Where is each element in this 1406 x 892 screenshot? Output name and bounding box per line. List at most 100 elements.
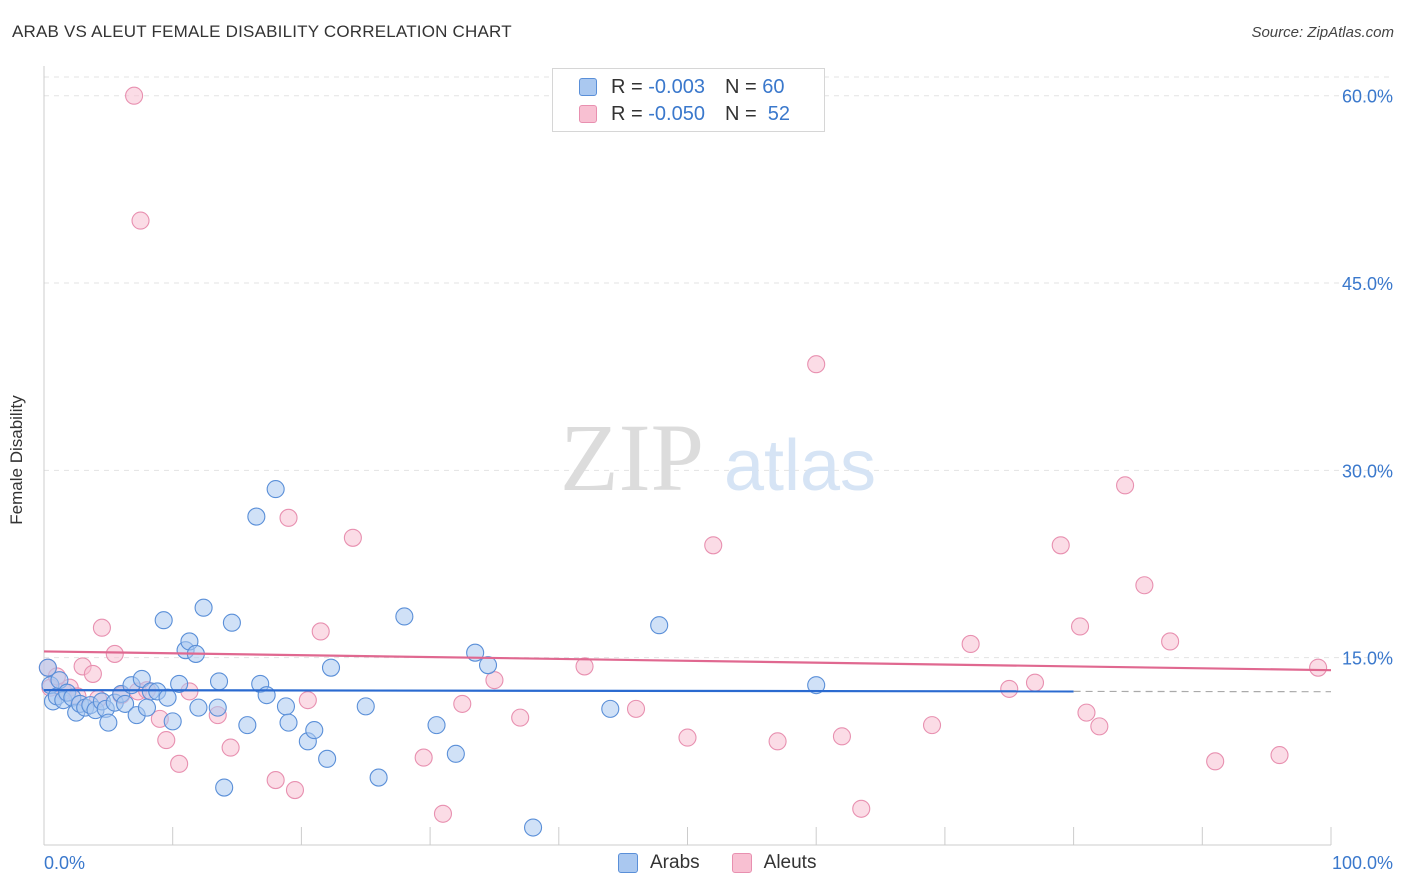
legend-item-arabs[interactable]: Arabs [618,852,700,874]
chart-title: ARAB VS ALEUT FEMALE DISABILITY CORRELAT… [12,22,512,41]
aleuts-point [279,508,298,527]
legend-row-aleuts: R = -0.050 N = 52 [579,102,790,126]
aleuts-trend-line [43,650,1332,672]
x-tick-label: 100.0% [1332,853,1393,873]
arabs-legend-label: Arabs [650,852,700,873]
aleuts-point [298,691,317,710]
legend-n-label: N = [724,102,757,125]
watermark-zip: ZIP [560,404,704,511]
arabs-point [208,698,227,717]
arabs-point [276,697,296,716]
aleuts-point [961,634,980,653]
arabs-point [170,674,189,693]
y-tick-label: 60.0% [1342,87,1393,107]
aleuts-swatch [579,105,597,123]
aleuts-point [1090,717,1109,736]
aleuts-point [105,644,124,663]
arabs-legend-swatch [618,853,638,873]
arabs-point [158,688,177,707]
aleuts-point [433,804,453,823]
arabs-point [209,672,229,691]
aleuts-point [832,727,851,746]
aleuts-point [1025,673,1045,692]
aleuts-point [125,86,144,105]
aleuts-point [1116,476,1135,495]
source-label: Source: ZipAtlas.com [1251,24,1394,41]
arabs-point [116,694,135,713]
watermark-atlas: atlas [724,426,876,506]
aleuts-point [1206,752,1225,771]
arabs-point [321,658,341,677]
arabs-point [247,507,266,526]
arabs-point [266,480,285,499]
aleuts-point [1309,658,1328,677]
arabs-point [650,616,669,635]
arabs-point [318,749,337,768]
aleuts-point [511,708,530,727]
y-tick-label: 45.0% [1342,274,1393,294]
aleuts-point [1070,617,1090,636]
aleuts-legend-label: Aleuts [763,852,817,873]
aleuts-point [768,732,787,751]
aleuts-point [1270,746,1289,765]
stats-legend: R = -0.003 N = 60 R = -0.050 N = 52 [552,68,825,132]
aleuts-point [92,618,111,637]
legend-n-value: 52 [767,102,791,125]
aleuts-legend-swatch [731,853,752,873]
aleuts-point [1051,536,1070,555]
legend-r-label: R = [611,102,643,125]
arabs-point [163,712,182,731]
y-tick-label: 15.0% [1342,649,1393,669]
legend-row-arabs: R = -0.003 N = 60 [579,75,784,99]
aleuts-point [1077,703,1096,722]
aleuts-point [807,355,826,374]
arabs-point [189,698,208,717]
aleuts-point [157,731,176,750]
aleuts-point [221,738,240,757]
aleuts-point [453,694,472,713]
aleuts-point [485,671,504,690]
legend-item-aleuts[interactable]: Aleuts [731,852,817,874]
arabs-point [369,768,388,787]
arabs-point [279,713,298,732]
arabs-point [154,611,173,630]
aleuts-point [678,728,697,747]
arabs-point [356,697,375,716]
aleuts-point [922,716,942,735]
legend-r-value: -0.050 [648,102,705,125]
arabs-point [427,716,446,735]
legend-n-value: 60 [762,75,785,98]
aleuts-point [1000,679,1019,698]
aleuts-point [852,799,871,818]
arabs-point [446,744,465,763]
aleuts-point [170,754,189,773]
aleuts-point [285,781,305,800]
legend-r-label: R = [611,75,643,98]
arabs-trend-line [43,689,1074,693]
arabs-point [137,698,157,717]
arabs-point [305,721,324,740]
arabs-point [257,686,276,705]
aleuts-point [704,536,723,555]
arabs-point [807,676,826,695]
legend-r-value: -0.003 [648,75,705,98]
aleuts-point [1135,576,1154,595]
arabs-point [194,598,213,617]
aleuts-point [266,771,285,790]
aleuts-point [343,528,362,547]
y-tick-label: 30.0% [1342,461,1393,481]
series-legend: Arabs Aleuts [618,852,848,874]
aleuts-point [626,699,646,718]
aleuts-point [1161,632,1180,651]
arabs-point [99,713,118,732]
aleuts-point [83,664,102,683]
arabs-point [395,607,414,626]
arabs-point [215,778,234,797]
arabs-point [478,656,498,675]
arabs-point [38,658,57,677]
arabs-point [524,818,543,837]
aleuts-point [311,622,330,641]
legend-n-label: N = [724,75,757,98]
arabs-point [238,716,257,735]
